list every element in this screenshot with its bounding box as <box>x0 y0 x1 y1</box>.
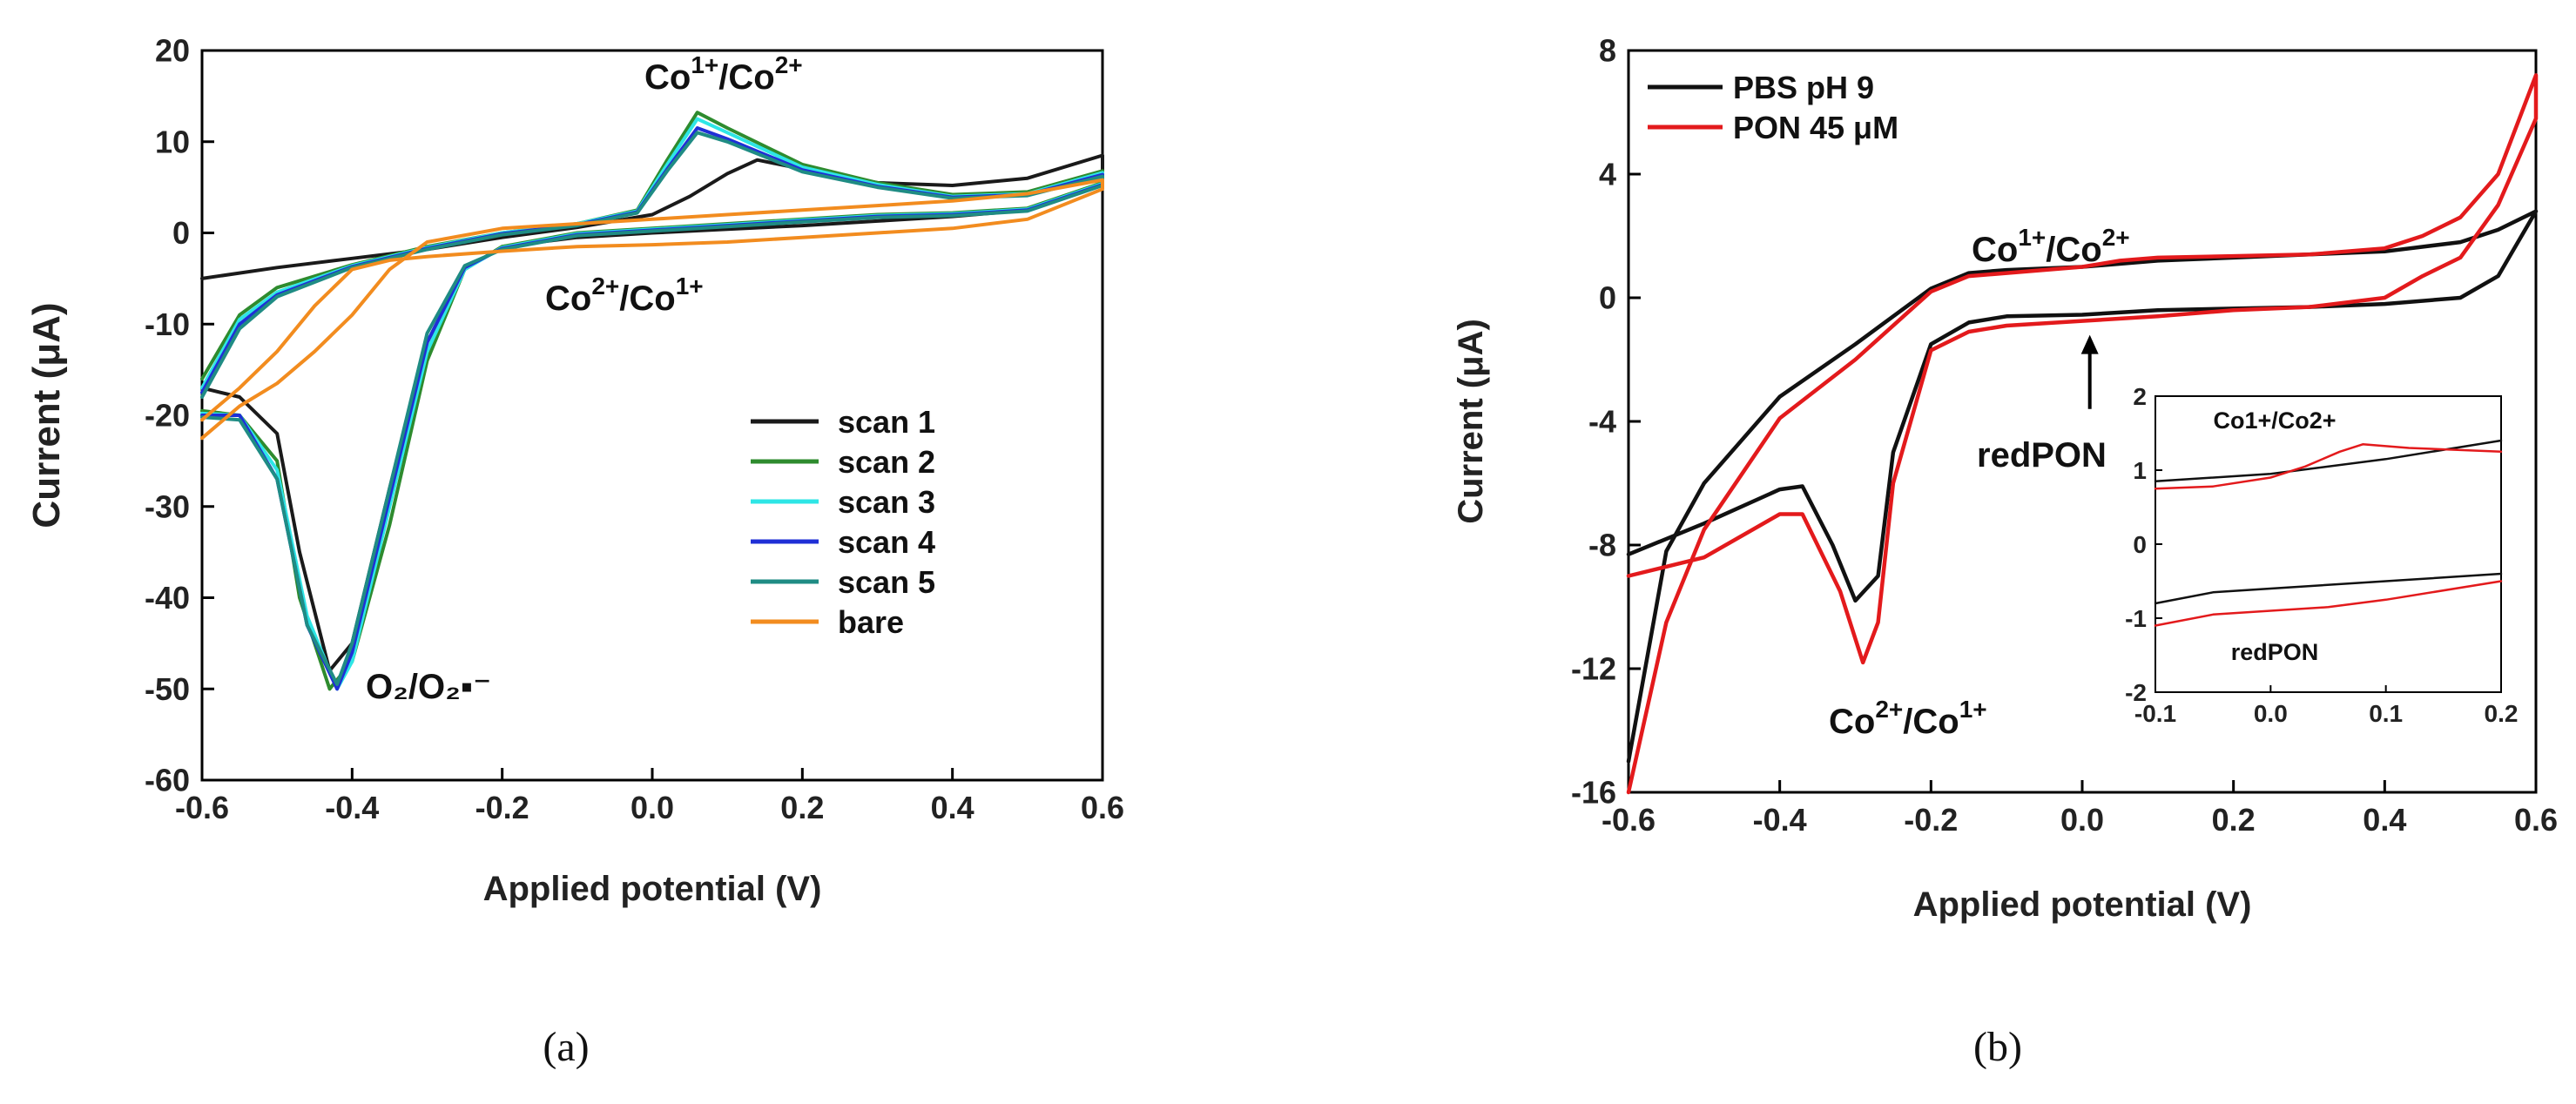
annotation-sep: /Co <box>619 279 675 318</box>
legend-label: PON 45 μM <box>1733 110 1898 145</box>
panel-b-series-line-1 <box>1626 73 2539 795</box>
annotation-sup: 1+ <box>676 273 704 300</box>
panel-b-annotation-redpon: redPON <box>1977 436 2107 475</box>
annotation-base: Co <box>545 279 591 318</box>
x-tick-label: 0.4 <box>2363 802 2406 838</box>
annotation-sup: 2+ <box>2102 224 2130 251</box>
annotation-sup: 2+ <box>775 51 803 78</box>
panel-b-arrow <box>2080 334 2099 409</box>
panel-a-legend: scan 1 scan 2 scan 3 scan 4 scan 5 bare <box>751 404 935 640</box>
legend-label: scan 4 <box>838 524 935 560</box>
panel-a-ylabel: Current (μA) <box>25 302 68 528</box>
inset-series-line-1 <box>2154 572 2503 605</box>
legend-label: scan 2 <box>838 444 935 480</box>
x-tick-label: 0.0 <box>2060 802 2104 838</box>
panel-b-annotation-co1-co2: Co1+/Co2+ <box>1972 224 2130 269</box>
arrow-head <box>2080 334 2099 354</box>
y-tick-label: -10 <box>145 306 190 342</box>
panel-b-series <box>1626 73 2539 795</box>
annotation-sep: /Co <box>1903 703 1959 741</box>
y-tick-label: -4 <box>1588 404 1616 440</box>
y-tick-label: 10 <box>155 124 190 159</box>
x-tick-label: -0.1 <box>2134 700 2176 727</box>
x-tick-label: 0.4 <box>931 790 974 825</box>
panel-a-annotation-co2-co1: Co2+/Co1+ <box>545 273 704 318</box>
panel-b-legend: PBS pH 9 PON 45 μM <box>1648 70 1898 145</box>
panel-a-series <box>200 111 1104 691</box>
inset-ticks: -0.1 0.0 0.1 0.2 -2 -1 0 1 2 <box>2125 383 2518 727</box>
y-tick-label: 0 <box>1599 280 1616 316</box>
y-tick-label: 0 <box>172 215 190 251</box>
y-tick-label: 0 <box>2133 531 2147 558</box>
x-tick-label: 0.2 <box>780 790 824 825</box>
y-tick-label: -8 <box>1588 528 1616 563</box>
panel-a: -0.6 -0.4 -0.2 0.0 0.2 0.4 0.6 -60 -50 -40 -30 -20 -… <box>25 33 1124 908</box>
x-tick-label: 0.0 <box>631 790 674 825</box>
y-tick-label: -50 <box>145 671 190 707</box>
annotation-base: Co <box>1972 231 2018 269</box>
annotation-sup: 2+ <box>591 273 619 300</box>
y-tick-label: -60 <box>145 763 190 798</box>
panel-a-annotation-o2: O₂/O₂▪⁻ <box>366 668 491 706</box>
x-tick-label: -0.4 <box>1753 802 1807 838</box>
y-tick-label: -12 <box>1571 651 1616 687</box>
x-tick-label: 0.1 <box>2369 700 2403 727</box>
x-tick-label: -0.6 <box>1602 802 1656 838</box>
annotation-sup: 1+ <box>691 51 718 78</box>
legend-label: PBS pH 9 <box>1733 70 1874 105</box>
panel-a-series-line-4 <box>200 131 1104 686</box>
panel-a-series-line-5 <box>200 178 1104 441</box>
panel-b-series-line-0 <box>1626 209 2539 764</box>
annotation-sep: /Co <box>718 58 774 97</box>
panel-b-caption: (b) <box>1973 1024 2022 1070</box>
y-tick-label: 4 <box>1599 157 1616 192</box>
inset-annotation-redpon: redPON <box>2231 639 2319 665</box>
panel-b-inset: -0.1 0.0 0.1 0.2 -2 -1 0 1 2 Co1+/Co2+ redPON <box>2125 383 2518 727</box>
x-tick-label: 0.0 <box>2254 700 2288 727</box>
y-tick-label: -2 <box>2125 679 2147 706</box>
y-tick-label: -40 <box>145 580 190 616</box>
y-tick-label: 2 <box>2133 383 2147 410</box>
legend-label: scan 1 <box>838 404 935 440</box>
x-tick-label: 0.6 <box>2514 802 2558 838</box>
panel-a-annotation-co1-co2: Co1+/Co2+ <box>644 51 803 97</box>
panel-a-ticks: -0.6 -0.4 -0.2 0.0 0.2 0.4 0.6 -60 -50 -40 -30 -20 -… <box>145 33 1124 825</box>
panel-b-xlabel: Applied potential (V) <box>1913 885 2252 924</box>
y-tick-label: 1 <box>2133 457 2147 484</box>
annotation-sep: /Co <box>2046 231 2101 269</box>
inset-frame <box>2155 395 2502 693</box>
annotation-base: Co <box>644 58 691 97</box>
x-tick-label: -0.6 <box>175 790 229 825</box>
inset-series-line-2 <box>2154 443 2503 490</box>
y-tick-label: -16 <box>1571 775 1616 811</box>
y-tick-label: 20 <box>155 33 190 69</box>
y-tick-label: 8 <box>1599 33 1616 69</box>
x-tick-label: 0.2 <box>2212 802 2256 838</box>
inset-series-line-3 <box>2154 580 2503 627</box>
x-tick-label: -0.2 <box>1904 802 1958 838</box>
x-tick-label: -0.4 <box>325 790 379 825</box>
x-tick-label: -0.2 <box>475 790 529 825</box>
annotation-sup: 2+ <box>1875 696 1903 723</box>
panel-a-xlabel: Applied potential (V) <box>483 870 822 908</box>
y-tick-label: -20 <box>145 398 190 434</box>
inset-series <box>2154 439 2503 627</box>
annotation-base: Co <box>1829 703 1875 741</box>
legend-label: scan 3 <box>838 484 935 520</box>
annotation-sup: 1+ <box>1959 696 1987 723</box>
x-tick-label: 0.6 <box>1081 790 1124 825</box>
annotation-sup: 1+ <box>2018 224 2046 251</box>
x-tick-label: 0.2 <box>2485 700 2519 727</box>
y-tick-label: -1 <box>2125 605 2147 632</box>
inset-annotation-co1-co2: Co1+/Co2+ <box>2213 407 2336 434</box>
panel-b-annotation-co2-co1: Co2+/Co1+ <box>1829 696 1987 741</box>
panel-b-ylabel: Current (μA) <box>1452 319 1490 524</box>
legend-label: scan 5 <box>838 564 935 600</box>
y-tick-label: -30 <box>145 488 190 524</box>
panel-a-caption: (a) <box>543 1024 589 1070</box>
legend-label: bare <box>838 604 904 640</box>
